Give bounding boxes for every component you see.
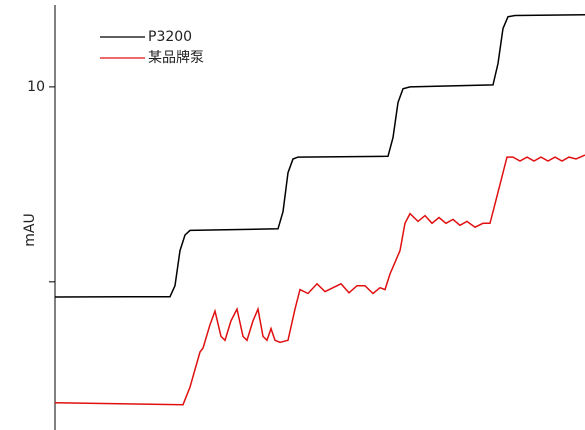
legend-label: P3200 — [148, 29, 192, 45]
line — [54, 13, 585, 298]
y-tick-label: 10 — [27, 79, 45, 95]
y-axis-label: mAU — [22, 213, 38, 246]
line — [54, 154, 585, 406]
legend-label: 某品牌泵 — [148, 49, 204, 66]
